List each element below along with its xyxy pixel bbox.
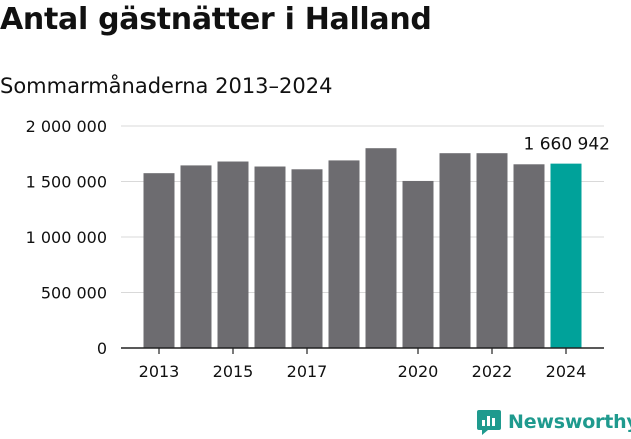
chart-subtitle: Sommarmånaderna 2013–2024 bbox=[0, 74, 333, 98]
bar-2015 bbox=[217, 161, 249, 348]
bar-2024 bbox=[550, 163, 582, 348]
highlight-data-label: 1 660 942 bbox=[523, 135, 610, 155]
y-tick-label: 1 000 000 bbox=[26, 228, 107, 247]
bar-2016 bbox=[254, 166, 286, 348]
brand-name: Newsworthy bbox=[508, 411, 631, 433]
bar-2020 bbox=[402, 180, 434, 348]
bar-2021 bbox=[439, 153, 471, 348]
x-tick-label: 2013 bbox=[139, 362, 180, 381]
bar-chart: 0 500 000 1 000 000 1 500 000 2 000 000 2013… bbox=[26, 117, 610, 381]
x-tick-label: 2024 bbox=[546, 362, 587, 381]
x-axis-tick-labels: 2013 2015 2017 2020 2022 2024 bbox=[139, 348, 587, 381]
bar-2019 bbox=[365, 148, 397, 348]
newsworthy-logo-icon bbox=[477, 410, 501, 435]
bars bbox=[143, 148, 582, 348]
bar-2014 bbox=[180, 165, 212, 348]
bar-2018 bbox=[328, 160, 360, 348]
x-tick-label: 2020 bbox=[398, 362, 439, 381]
bar-2017 bbox=[291, 169, 323, 348]
bar-2022 bbox=[476, 153, 508, 348]
x-tick-label: 2022 bbox=[472, 362, 513, 381]
x-tick-label: 2015 bbox=[213, 362, 254, 381]
bar-2013 bbox=[143, 173, 175, 348]
brand-logo: Newsworthy bbox=[476, 407, 631, 437]
y-tick-label: 2 000 000 bbox=[26, 117, 107, 136]
y-tick-label: 1 500 000 bbox=[26, 173, 107, 192]
y-tick-label: 0 bbox=[97, 339, 107, 358]
chart-title: Antal gästnätter i Halland bbox=[0, 2, 432, 37]
y-axis-tick-labels: 0 500 000 1 000 000 1 500 000 2 000 000 bbox=[26, 117, 107, 358]
bar-2023 bbox=[513, 164, 545, 348]
x-tick-label: 2017 bbox=[287, 362, 328, 381]
y-tick-label: 500 000 bbox=[41, 284, 107, 303]
